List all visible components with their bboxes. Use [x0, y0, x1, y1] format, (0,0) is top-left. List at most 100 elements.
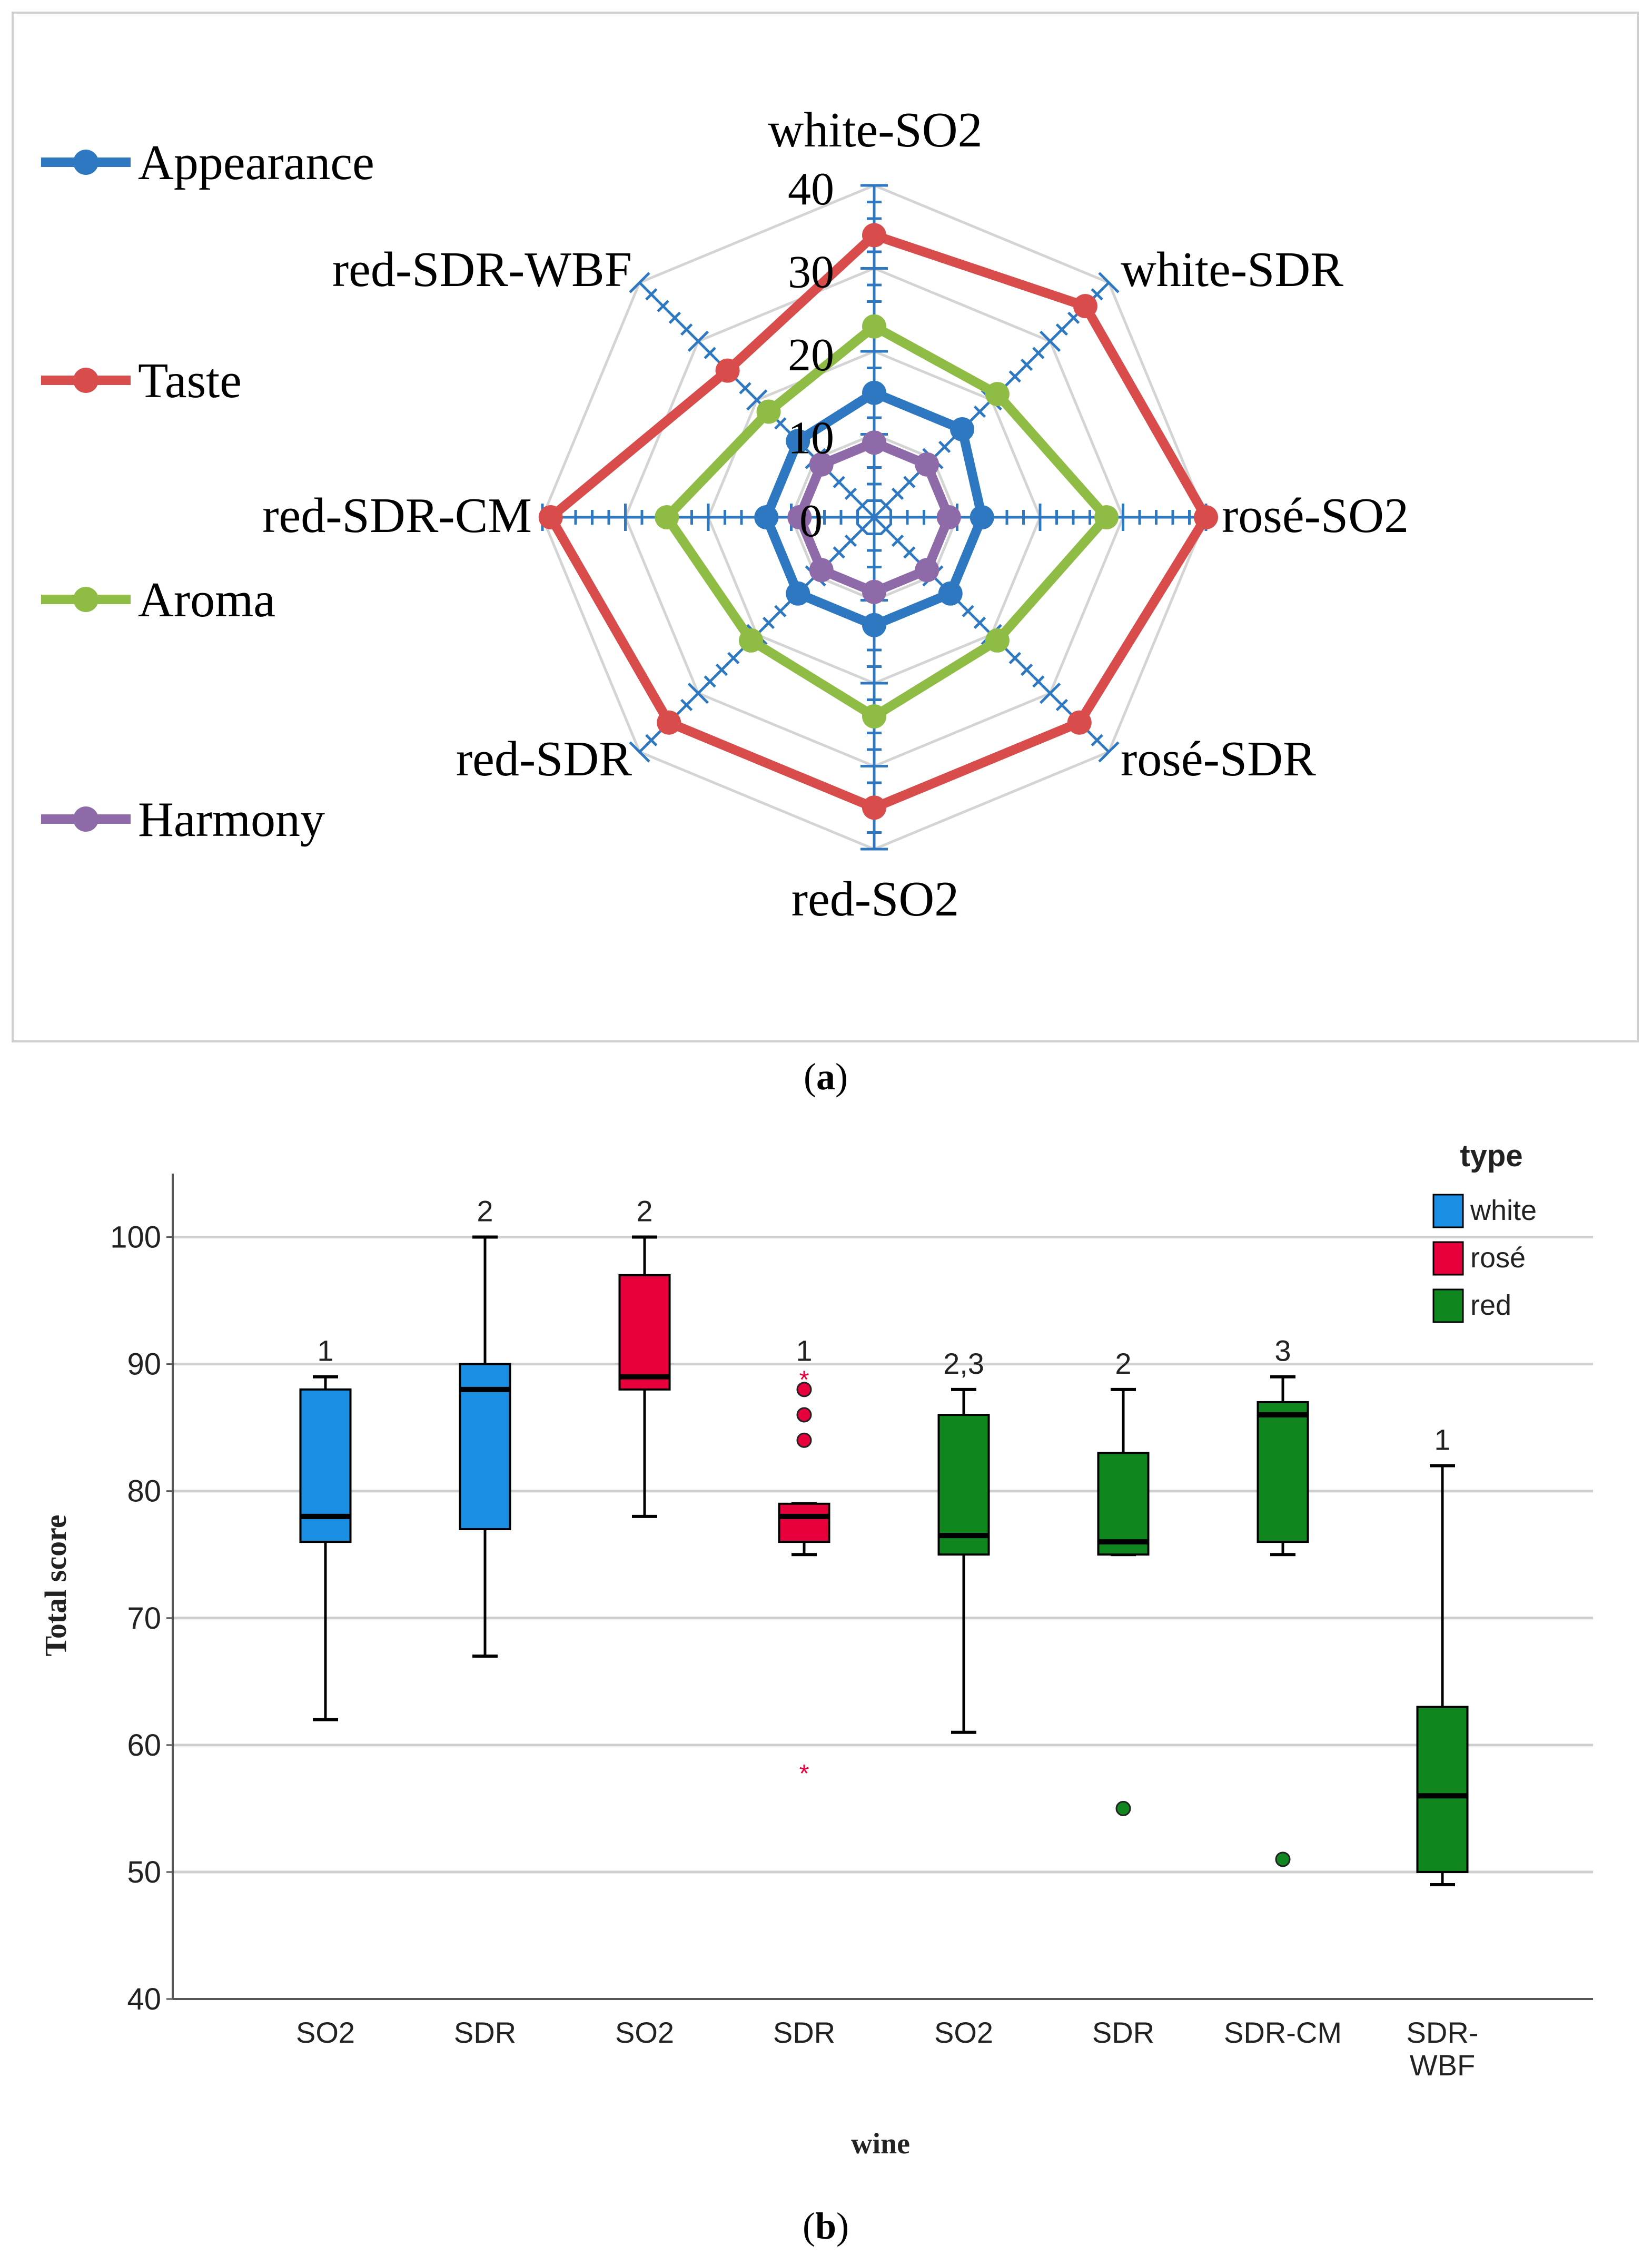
box-iqr	[1416, 1706, 1469, 1873]
x-tick-label: SO2	[296, 2016, 355, 2049]
x-tick-label: SO2	[934, 2016, 993, 2049]
box-annotation: 2	[1115, 1347, 1131, 1380]
radar-point-harmony-2	[936, 505, 961, 529]
box-rosé-sdr: **1	[778, 1334, 830, 1788]
radar-tick	[833, 476, 845, 488]
y-tick-label: 100	[110, 1220, 161, 1255]
y-tick-label: 70	[127, 1601, 161, 1636]
y-tick-label: 40	[127, 1982, 161, 2016]
extreme-point: *	[799, 1366, 809, 1394]
box-annotation: 1	[1434, 1423, 1450, 1456]
box-annotation: 1	[796, 1334, 812, 1367]
x-tick-label: SDR	[1092, 2016, 1154, 2049]
radar-tick	[704, 675, 716, 688]
radar-tick	[856, 523, 869, 535]
legend-label-aroma: Aroma	[138, 573, 275, 627]
radar-tick	[1098, 741, 1120, 763]
legend-swatch-0	[1432, 1194, 1464, 1228]
radar-point-appearance-0	[862, 380, 886, 405]
radar-tick-label: 10	[788, 413, 834, 464]
radar-point-taste-5	[657, 710, 681, 735]
radar-tick	[629, 741, 650, 763]
y-tick-label: 60	[127, 1728, 161, 1762]
radar-tick	[774, 605, 787, 617]
panel-label-a: (a)	[804, 1056, 848, 1098]
radar-tick-label: 20	[788, 330, 834, 381]
box-annotation: 1	[317, 1334, 333, 1367]
box-white-sdr: 2	[459, 1195, 511, 1658]
radar-tick	[727, 652, 740, 664]
legend-swatch-1	[1432, 1241, 1464, 1276]
box-red-sdr-cm: 3	[1257, 1334, 1309, 1867]
radar-point-taste-2	[1194, 505, 1218, 529]
x-tick-label: SDR-	[1407, 2016, 1479, 2049]
box-rosé-so2: 2	[618, 1195, 671, 1518]
box-white-so2: 1	[299, 1334, 352, 1721]
x-tick-label: SDR	[454, 2016, 516, 2049]
box-annotation: 2	[477, 1195, 493, 1228]
radar-panel-frame	[12, 12, 1639, 1042]
x-tick-label: SDR	[773, 2016, 835, 2049]
radar-tick	[715, 663, 728, 676]
outlier-point	[796, 1432, 812, 1448]
legend-label-1: rosé	[1470, 1242, 1526, 1274]
radar-point-harmony-5	[809, 558, 834, 583]
radar-tick	[1055, 698, 1069, 712]
box-iqr	[618, 1274, 671, 1391]
radar-point-harmony-1	[915, 452, 939, 477]
box-red-so2: 2,3	[937, 1347, 990, 1734]
radar-point-taste-0	[862, 223, 886, 248]
radar-tick	[668, 311, 681, 324]
radar-tick	[1032, 347, 1045, 359]
radar-tick	[833, 546, 845, 559]
box-annotation: 2,3	[943, 1347, 984, 1380]
box-iqr	[778, 1502, 830, 1543]
radar-point-aroma-3	[985, 628, 1010, 653]
radar-tick	[1098, 272, 1120, 293]
radar-tick	[1091, 288, 1103, 301]
box-annotation: 3	[1274, 1334, 1291, 1367]
radar-tick	[657, 300, 669, 312]
radar-point-harmony-4	[862, 579, 886, 604]
radar-tick-label: 0	[799, 496, 823, 547]
legend-marker-taste	[73, 368, 98, 393]
radar-tick	[774, 417, 787, 430]
legend-label-taste: Taste	[138, 353, 242, 408]
radar-point-aroma-7	[756, 399, 781, 424]
radar-tick	[891, 534, 904, 547]
y-tick-label: 50	[127, 1855, 161, 1889]
radar-axis-label-7: red-SDR-WBF	[332, 242, 632, 297]
radar-axis-label-3: rosé-SDR	[1121, 732, 1316, 786]
radar-point-taste-3	[1067, 710, 1092, 735]
radar-point-appearance-3	[938, 581, 963, 606]
radar-tick	[739, 382, 751, 395]
y-tick-label: 80	[127, 1474, 161, 1509]
radar-legend: Appearance Taste Aroma Harmony	[41, 135, 374, 847]
radar-tick	[629, 272, 650, 293]
box-annotation: 2	[636, 1195, 652, 1228]
box-iqr	[1097, 1452, 1150, 1556]
radar-tick	[1055, 323, 1069, 336]
legend-label-harmony: Harmony	[138, 792, 325, 847]
radar-tick	[645, 288, 658, 301]
radar-axis-label-6: red-SDR-CM	[262, 488, 532, 543]
radar-point-appearance-2	[970, 505, 994, 529]
radar-point-aroma-0	[862, 314, 886, 339]
radar-tick	[1032, 675, 1045, 688]
radar-tick	[903, 546, 916, 559]
radar-axis-label-0: white-SO2	[768, 103, 982, 157]
radar-point-aroma-5	[739, 628, 764, 653]
radar-axis-label-2: rosé-SO2	[1222, 488, 1409, 543]
radar-point-taste-1	[1073, 294, 1097, 319]
box-plot: 4050607080901001SO22SDR2SO2**1SDR2,3SO22…	[38, 1139, 1593, 2160]
x-tick-label: SO2	[615, 2016, 674, 2049]
outlier-point	[796, 1382, 812, 1397]
radar-tick	[844, 487, 857, 500]
radar-tick	[1039, 682, 1061, 704]
box-iqr	[1257, 1401, 1309, 1543]
radar-point-appearance-4	[862, 613, 886, 637]
radar-tick	[973, 616, 986, 629]
radar-tick	[938, 440, 951, 454]
outlier-point	[1115, 1800, 1131, 1816]
outlier-point	[796, 1407, 812, 1423]
